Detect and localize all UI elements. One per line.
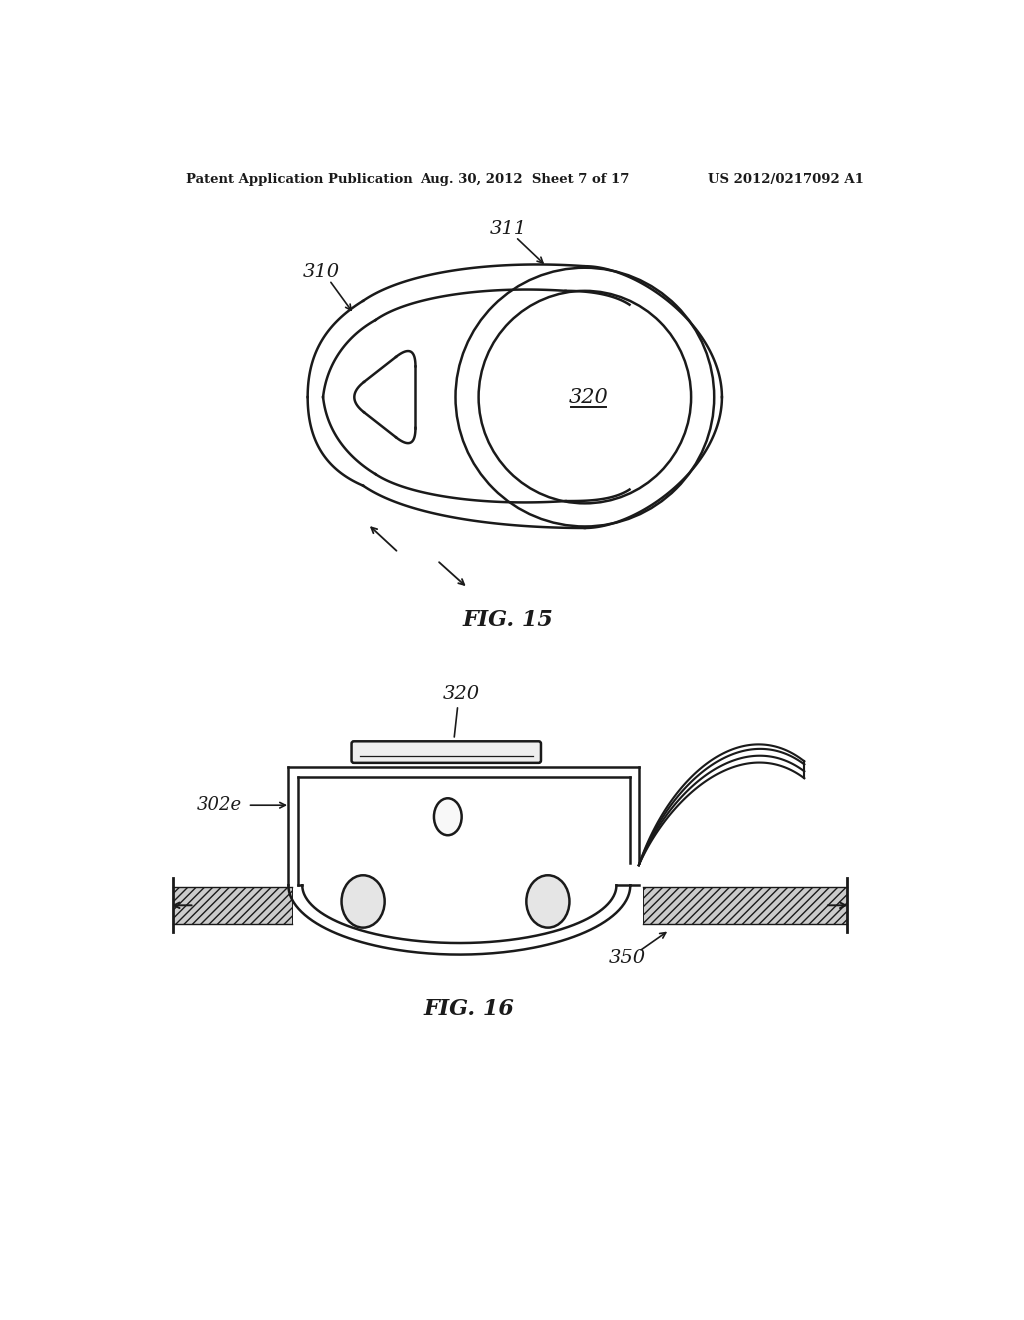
Text: 302e: 302e [197, 796, 243, 814]
Text: 320: 320 [569, 388, 608, 407]
Text: FIG. 16: FIG. 16 [424, 998, 515, 1020]
Ellipse shape [434, 799, 462, 836]
Ellipse shape [342, 875, 385, 928]
Bar [643, 887, 847, 924]
Text: US 2012/0217092 A1: US 2012/0217092 A1 [708, 173, 863, 186]
Bar [173, 887, 292, 924]
FancyBboxPatch shape [351, 742, 541, 763]
Text: 320: 320 [443, 685, 480, 702]
Text: 310: 310 [303, 264, 340, 281]
Text: Aug. 30, 2012  Sheet 7 of 17: Aug. 30, 2012 Sheet 7 of 17 [420, 173, 630, 186]
Text: FIG. 15: FIG. 15 [463, 610, 553, 631]
Text: Patent Application Publication: Patent Application Publication [186, 173, 413, 186]
Ellipse shape [526, 875, 569, 928]
Text: 350: 350 [608, 949, 646, 966]
Text: 311: 311 [489, 220, 526, 238]
